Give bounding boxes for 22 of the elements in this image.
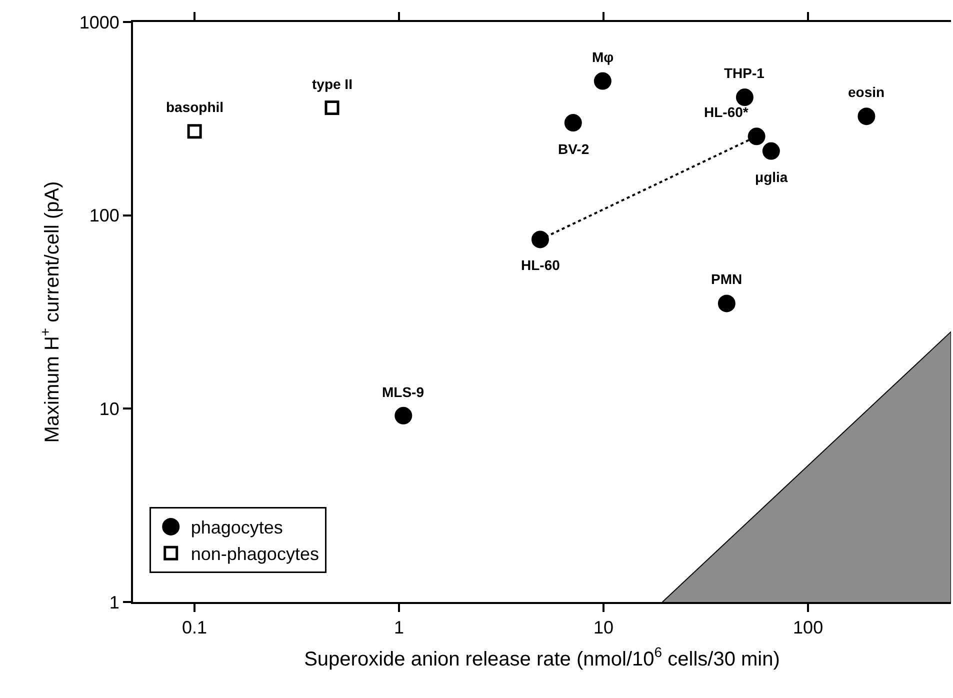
annotation: PMN	[711, 271, 742, 287]
legend-label: non-phagocytes	[190, 544, 319, 564]
x-tick-label: 10	[594, 618, 614, 638]
y-tick-label: 1000	[79, 12, 120, 32]
x-tick-label: 1	[394, 618, 404, 638]
annotation: BV-2	[558, 141, 590, 157]
x-axis-title: Superoxide anion release rate (nmol/10$^{6}$ cells/30 min)	[304, 644, 780, 671]
annotation: MLS-9	[382, 384, 424, 400]
y-tick-label: 100	[89, 206, 120, 226]
annotation: HL-60	[521, 257, 560, 273]
annotation: Mφ	[592, 49, 614, 65]
annotation: HL-60*	[704, 104, 749, 120]
annotation: μglia	[755, 169, 788, 185]
x-tick-label: 0.1	[182, 618, 208, 638]
annotation: eosin	[848, 84, 885, 100]
annotation: THP-1	[724, 65, 765, 81]
x-tick-label: 100	[793, 618, 824, 638]
annotation: basophil	[166, 99, 224, 115]
legend-label: phagocytes	[190, 518, 283, 538]
y-tick-label: 1	[109, 592, 120, 612]
annotation: type II	[312, 76, 352, 92]
y-tick-label: 10	[99, 398, 120, 419]
